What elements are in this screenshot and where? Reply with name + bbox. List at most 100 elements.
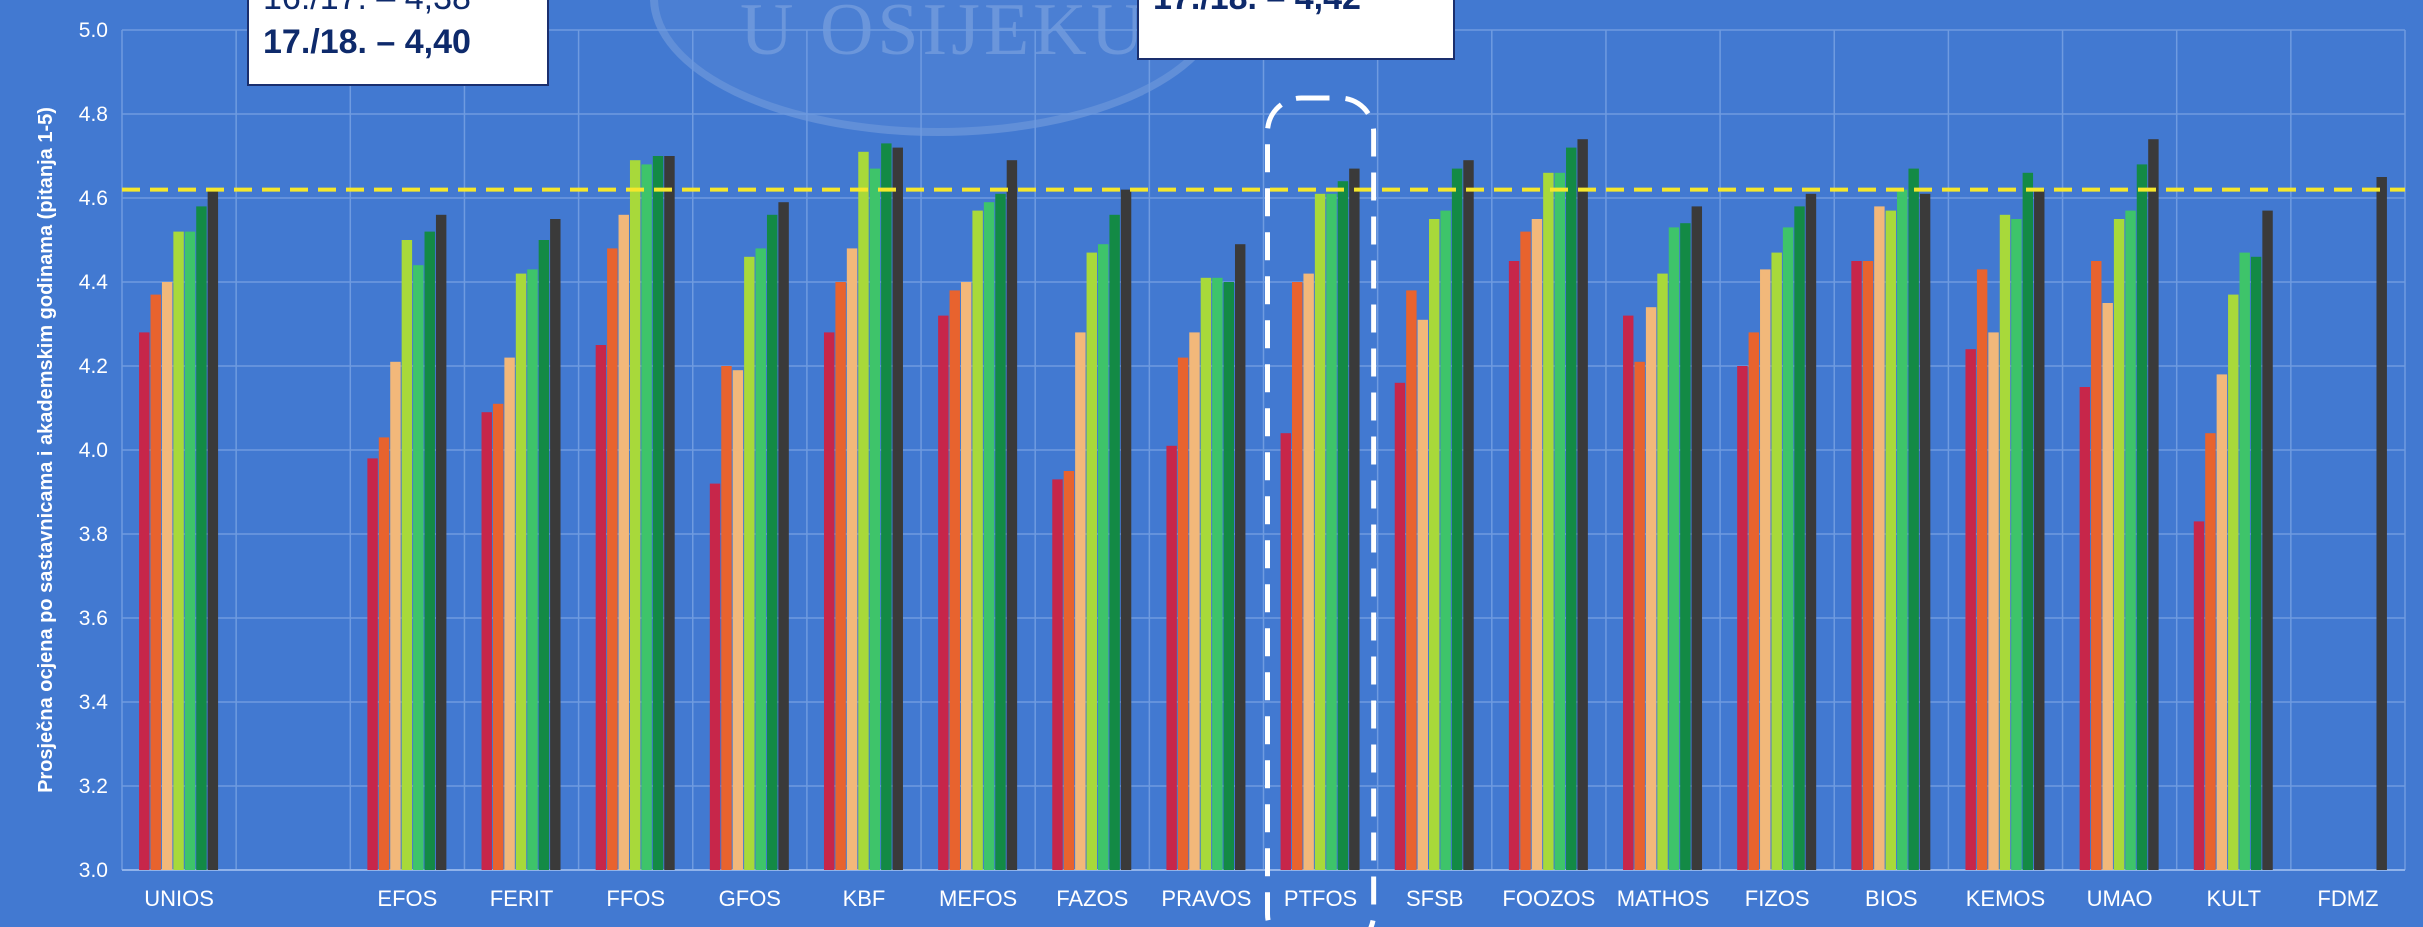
bar-foozos-series-5 bbox=[1554, 172, 1566, 871]
bar-pravos-series-2 bbox=[1177, 357, 1189, 871]
bar-kult-series-5 bbox=[2239, 252, 2250, 871]
bar-ffos-series-7 bbox=[664, 156, 675, 870]
bar-ffos-series-5 bbox=[641, 164, 652, 870]
bar-foozos-series-4 bbox=[1543, 172, 1554, 871]
bar-fizos-series-4 bbox=[1771, 252, 1782, 871]
bar-kult-series-4 bbox=[2228, 294, 2239, 871]
bar-mefos-series-3 bbox=[960, 282, 972, 870]
x-tick-label: GFOS bbox=[719, 886, 781, 911]
y-tick-label: 4.2 bbox=[79, 355, 108, 378]
x-tick-label: KBF bbox=[843, 886, 886, 911]
bar-fdmz-series-7 bbox=[2376, 177, 2387, 870]
bar-kult-series-6 bbox=[2250, 256, 2262, 870]
bar-sfsb-series-5 bbox=[1440, 210, 1451, 871]
bar-gfos-series-6 bbox=[766, 214, 778, 871]
bar-mathos-series-1 bbox=[1623, 315, 1634, 871]
bar-kemos-series-3 bbox=[1988, 332, 1999, 870]
bar-sfsb-series-3 bbox=[1417, 319, 1429, 870]
x-tick-label: FDMZ bbox=[2317, 886, 2378, 911]
y-tick-label: 5.0 bbox=[79, 19, 108, 42]
bar-pravos-series-7 bbox=[1234, 244, 1246, 870]
bar-ffos-series-6 bbox=[652, 156, 664, 870]
bar-gfos-series-5 bbox=[755, 248, 766, 870]
bar-fizos-series-7 bbox=[1805, 193, 1817, 871]
y-tick-label: 3.8 bbox=[79, 523, 108, 546]
y-tick-label: 3.2 bbox=[79, 775, 108, 798]
bar-fazos-series-3 bbox=[1075, 332, 1086, 870]
bar-ferit-series-2 bbox=[492, 403, 504, 870]
y-tick-label: 3.4 bbox=[79, 691, 109, 714]
bar-kbf-series-3 bbox=[846, 248, 858, 870]
x-tick-label: MEFOS bbox=[939, 886, 1017, 911]
bar-gfos-series-7 bbox=[778, 202, 789, 870]
x-tick-label: UMAO bbox=[2087, 886, 2153, 911]
y-tick-label: 4.6 bbox=[79, 187, 108, 210]
bar-umao-series-4 bbox=[2113, 219, 2125, 870]
bar-kult-series-7 bbox=[2262, 210, 2273, 871]
bar-kemos-series-2 bbox=[1976, 269, 1988, 870]
bar-kbf-series-6 bbox=[881, 143, 892, 870]
bar-umao-series-3 bbox=[2102, 303, 2113, 870]
bar-mefos-series-5 bbox=[983, 202, 995, 870]
bar-sfsb-series-6 bbox=[1451, 168, 1463, 871]
callout-ptfos-line-1: 17./18. – 4,42 bbox=[1153, 0, 1439, 20]
bar-mathos-series-6 bbox=[1680, 223, 1691, 870]
bar-sfsb-series-2 bbox=[1406, 290, 1417, 870]
bar-foozos-series-1 bbox=[1508, 261, 1520, 870]
bar-umao-series-7 bbox=[2148, 139, 2159, 870]
y-tick-label: 4.0 bbox=[79, 439, 108, 462]
bar-mefos-series-6 bbox=[995, 193, 1006, 871]
bar-umao-series-6 bbox=[2136, 164, 2148, 870]
bar-gfos-series-2 bbox=[721, 366, 732, 870]
bar-mefos-series-7 bbox=[1006, 160, 1018, 870]
x-tick-label: KEMOS bbox=[1966, 886, 2045, 911]
bar-gfos-series-1 bbox=[709, 483, 721, 870]
bar-ptfos-series-5 bbox=[1326, 193, 1337, 871]
bar-kbf-series-1 bbox=[823, 332, 835, 870]
x-tick-label: EFOS bbox=[377, 886, 437, 911]
bar-mefos-series-4 bbox=[972, 210, 983, 871]
bar-fizos-series-3 bbox=[1760, 269, 1771, 870]
bar-ffos-series-4 bbox=[629, 160, 641, 870]
bar-mathos-series-3 bbox=[1645, 307, 1657, 870]
bar-bios-series-7 bbox=[1919, 193, 1931, 871]
bar-kult-series-2 bbox=[2205, 433, 2216, 870]
bar-sfsb-series-7 bbox=[1463, 160, 1474, 870]
bar-efos-series-6 bbox=[424, 231, 435, 871]
x-tick-label: FAZOS bbox=[1056, 886, 1128, 911]
bar-fizos-series-6 bbox=[1794, 206, 1805, 870]
x-tick-label: BIOS bbox=[1865, 886, 1918, 911]
bar-fazos-series-7 bbox=[1120, 189, 1132, 871]
bar-foozos-series-3 bbox=[1531, 219, 1543, 870]
bar-mathos-series-5 bbox=[1668, 227, 1680, 870]
bar-unios-series-1 bbox=[139, 332, 150, 870]
y-tick-label: 3.0 bbox=[79, 859, 108, 882]
bar-pravos-series-3 bbox=[1189, 332, 1200, 870]
bar-mathos-series-4 bbox=[1657, 273, 1668, 871]
bar-kemos-series-4 bbox=[1999, 214, 2011, 871]
bar-kemos-series-7 bbox=[2034, 189, 2045, 871]
bar-ffos-series-2 bbox=[607, 248, 618, 870]
bar-foozos-series-6 bbox=[1566, 147, 1577, 871]
bar-pravos-series-4 bbox=[1200, 277, 1212, 870]
bar-efos-series-1 bbox=[367, 458, 378, 870]
bar-fizos-series-1 bbox=[1737, 366, 1748, 870]
bar-kbf-series-2 bbox=[835, 282, 846, 870]
bar-mefos-series-1 bbox=[938, 315, 949, 871]
highlight-box-ptfos bbox=[1265, 95, 1377, 927]
bar-kemos-series-1 bbox=[1965, 349, 1976, 870]
bar-fazos-series-4 bbox=[1086, 252, 1097, 871]
bar-kult-series-3 bbox=[2216, 374, 2228, 870]
callout-unios-line-1: 16./17. – 4,38 bbox=[263, 0, 533, 20]
bar-unios-series-5 bbox=[184, 231, 196, 871]
x-tick-label: FFOS bbox=[606, 886, 665, 911]
bar-ptfos-series-6 bbox=[1337, 181, 1349, 870]
bar-kemos-series-5 bbox=[2011, 219, 2022, 870]
bar-sfsb-series-1 bbox=[1394, 382, 1406, 870]
bar-gfos-series-4 bbox=[744, 256, 755, 870]
bar-unios-series-2 bbox=[150, 294, 161, 871]
bar-efos-series-4 bbox=[401, 240, 413, 870]
bar-sfsb-series-4 bbox=[1429, 219, 1440, 870]
x-tick-label: FIZOS bbox=[1745, 886, 1810, 911]
